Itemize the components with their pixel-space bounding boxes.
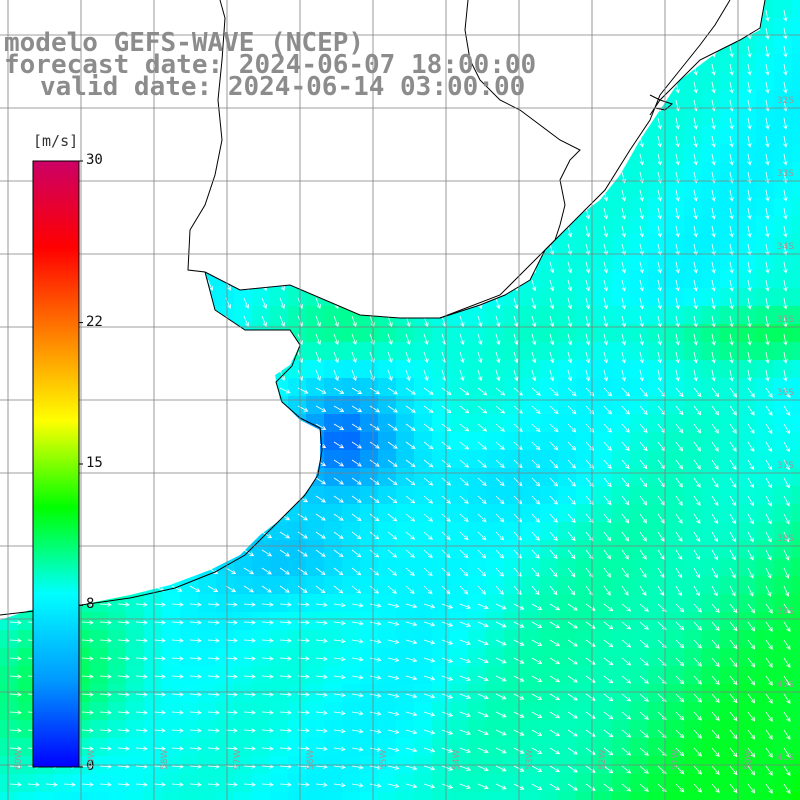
- valid-date: valid date: 2024-06-14 03:00:00: [40, 72, 526, 102]
- latitude-label-0: 32S: [776, 96, 794, 106]
- latitude-label-6: 38S: [776, 534, 794, 544]
- longitude-label-4: 56W: [306, 749, 316, 770]
- longitude-label-6: 54W: [452, 749, 462, 770]
- longitude-label-9: 51W: [671, 749, 681, 770]
- land-mask: [0, 0, 765, 620]
- latitude-label-3: 35S: [776, 315, 794, 325]
- longitude-label-0: 60W: [14, 749, 24, 770]
- latitude-label-9: 41S: [776, 753, 794, 763]
- uruguay-landmass: [188, 0, 730, 318]
- latitude-label-2: 34S: [776, 242, 794, 252]
- latitude-label-8: 40S: [776, 680, 794, 690]
- colorbar-tick-3: 8: [86, 596, 95, 613]
- longitude-label-8: 52W: [598, 749, 608, 770]
- model-title: modelo GEFS-WAVE (NCEP): [4, 28, 365, 58]
- latitude-label-5: 37S: [776, 461, 794, 471]
- coastline: [0, 0, 766, 616]
- longitude-label-1: 59W: [87, 749, 97, 770]
- longitude-label-10: 50W: [744, 749, 754, 770]
- longitude-label-5: 55W: [379, 749, 389, 770]
- coastline-segment-0: [0, 0, 323, 616]
- longitude-label-7: 53W: [525, 749, 535, 770]
- forecast-date: forecast date: 2024-06-07 18:00:00: [4, 50, 537, 80]
- longitude-label-2: 58W: [160, 749, 170, 770]
- colorbar: [32, 160, 83, 768]
- colorbar-ramp: [32, 160, 80, 768]
- latitude-label-7: 39S: [776, 607, 794, 617]
- coastline-segment-3: [649, 0, 766, 116]
- colorbar-tick-1: 22: [86, 313, 103, 330]
- latitude-label-1: 33S: [776, 169, 794, 179]
- colorbar-tick-0: 30: [86, 152, 103, 168]
- colorbar-tick-4: 0: [86, 758, 95, 774]
- longitude-label-3: 57W: [233, 749, 243, 770]
- argentina-landmass: [0, 0, 320, 620]
- colorbar-tick-2: 15: [86, 455, 103, 471]
- coastline-segment-2: [439, 0, 581, 319]
- brazil-landmass: [440, 0, 765, 318]
- latitude-label-4: 36S: [776, 388, 794, 398]
- coastline-segment-4: [649, 94, 673, 111]
- colorbar-unit: [m/s]: [33, 132, 79, 150]
